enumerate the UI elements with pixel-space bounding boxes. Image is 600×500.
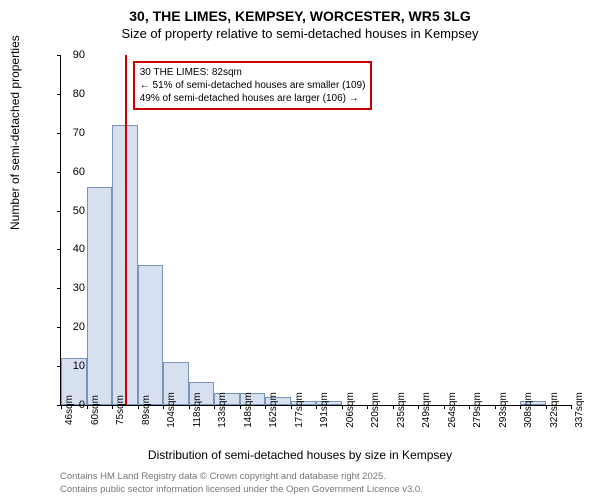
x-tick [189,405,190,409]
x-tick-label: 249sqm [421,392,432,428]
reference-line [125,55,127,405]
x-tick-label: 133sqm [217,392,228,428]
x-tick-label: 279sqm [472,392,483,428]
x-tick-label: 89sqm [141,395,152,425]
y-tick-label: 70 [60,127,85,139]
x-tick [367,405,368,409]
x-tick [316,405,317,409]
y-tick-label: 80 [60,88,85,100]
x-tick-label: 162sqm [268,392,279,428]
y-tick-label: 10 [60,360,85,372]
y-tick-label: 0 [60,399,85,411]
plot-area: 46sqm60sqm75sqm89sqm104sqm118sqm133sqm14… [60,55,571,406]
x-tick-label: 104sqm [166,392,177,428]
x-tick [214,405,215,409]
y-tick-label: 30 [60,282,85,294]
y-axis-label: Number of semi-detached properties [8,35,22,230]
x-tick [265,405,266,409]
x-tick [418,405,419,409]
annotation-line1: 30 THE LIMES: 82sqm [140,66,366,79]
x-tick-label: 118sqm [192,393,203,428]
annotation-box: 30 THE LIMES: 82sqm← 51% of semi-detache… [133,61,373,110]
x-axis-label: Distribution of semi-detached houses by … [0,448,600,462]
footer-line1: Contains HM Land Registry data © Crown c… [60,471,423,483]
annotation-line2: ← 51% of semi-detached houses are smalle… [140,79,366,92]
histogram-bar [138,265,164,405]
chart-title-line2: Size of property relative to semi-detach… [0,24,600,41]
x-tick-label: 148sqm [243,392,254,428]
footer-line2: Contains public sector information licen… [60,484,423,496]
x-tick [240,405,241,409]
x-tick-label: 220sqm [370,392,381,428]
y-tick-label: 40 [60,243,85,255]
x-tick [546,405,547,409]
x-tick-label: 235sqm [396,392,407,428]
x-tick [87,405,88,409]
chart-title-line1: 30, THE LIMES, KEMPSEY, WORCESTER, WR5 3… [0,0,600,24]
chart-container: 30, THE LIMES, KEMPSEY, WORCESTER, WR5 3… [0,0,600,500]
x-tick-label: 191sqm [319,392,330,428]
annotation-line3: 49% of semi-detached houses are larger (… [140,92,366,105]
x-tick [393,405,394,409]
x-tick [291,405,292,409]
x-tick [138,405,139,409]
x-tick [469,405,470,409]
x-tick-label: 264sqm [447,392,458,428]
y-tick-label: 90 [60,49,85,61]
x-tick [571,405,572,409]
y-tick-label: 20 [60,321,85,333]
x-tick [112,405,113,409]
x-tick [520,405,521,409]
x-tick-label: 177sqm [294,392,305,428]
x-tick-label: 206sqm [345,392,356,428]
x-tick-label: 322sqm [549,392,560,428]
x-tick-label: 337sqm [574,392,585,428]
y-tick-label: 50 [60,205,85,217]
x-tick-label: 60sqm [90,395,101,425]
x-tick [444,405,445,409]
y-tick-label: 60 [60,166,85,178]
x-tick-label: 293sqm [498,392,509,428]
x-tick-label: 308sqm [523,392,534,428]
x-tick [495,405,496,409]
histogram-bar [87,187,113,405]
x-tick [342,405,343,409]
x-tick [163,405,164,409]
chart-footer: Contains HM Land Registry data © Crown c… [60,471,423,496]
